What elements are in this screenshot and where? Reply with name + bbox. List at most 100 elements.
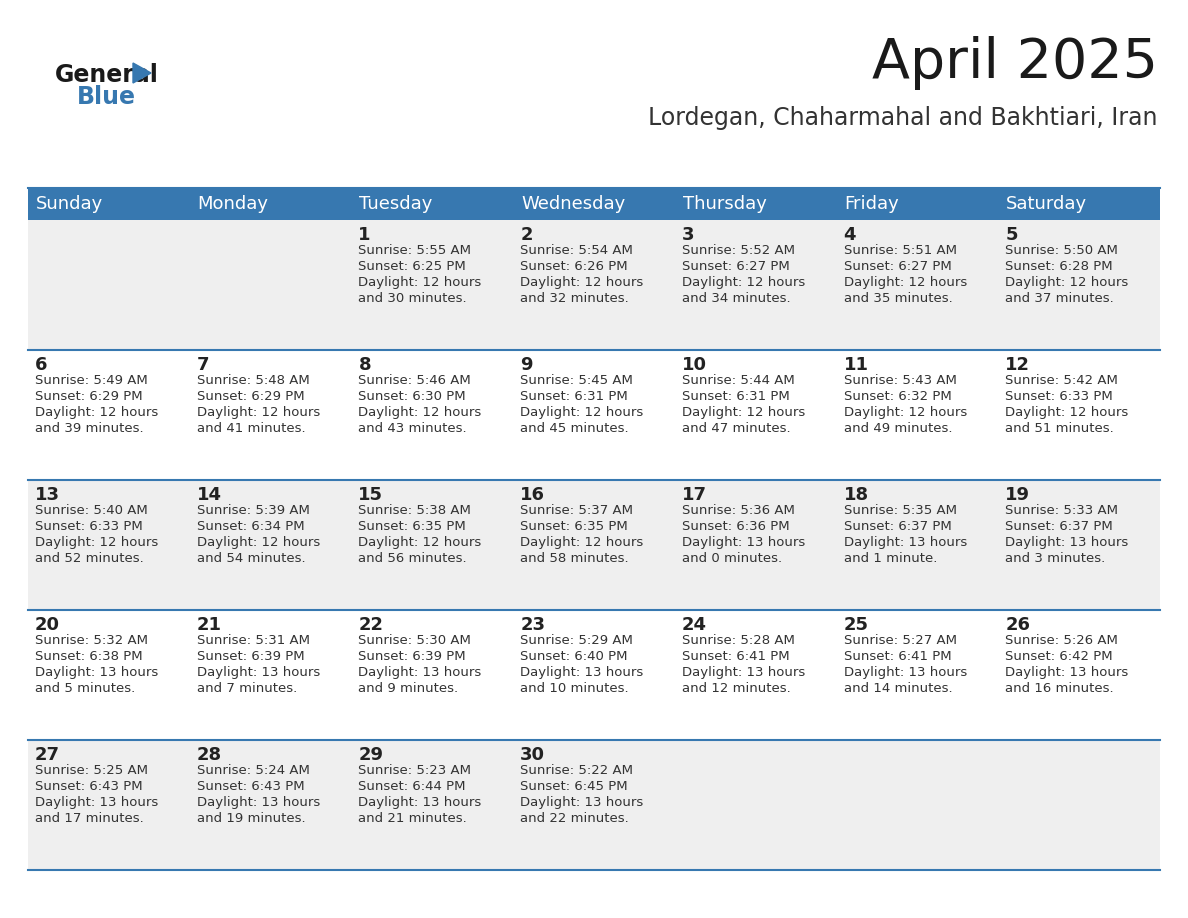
- Bar: [675, 188, 836, 220]
- Bar: [352, 350, 513, 480]
- Text: Sunrise: 5:54 AM: Sunrise: 5:54 AM: [520, 244, 633, 257]
- Text: 29: 29: [359, 746, 384, 764]
- Text: Sunset: 6:42 PM: Sunset: 6:42 PM: [1005, 650, 1113, 663]
- Bar: [29, 220, 190, 350]
- Text: 27: 27: [34, 746, 61, 764]
- Text: April 2025: April 2025: [872, 36, 1158, 90]
- Text: Sunset: 6:29 PM: Sunset: 6:29 PM: [197, 390, 304, 403]
- Text: Sunset: 6:39 PM: Sunset: 6:39 PM: [359, 650, 466, 663]
- Text: Daylight: 12 hours: Daylight: 12 hours: [682, 406, 805, 419]
- Text: and 16 minutes.: and 16 minutes.: [1005, 682, 1114, 695]
- Text: Sunrise: 5:37 AM: Sunrise: 5:37 AM: [520, 504, 633, 517]
- Text: 3: 3: [682, 226, 694, 244]
- Text: and 49 minutes.: and 49 minutes.: [843, 422, 952, 435]
- Text: Sunrise: 5:51 AM: Sunrise: 5:51 AM: [843, 244, 956, 257]
- Text: Sunset: 6:35 PM: Sunset: 6:35 PM: [359, 520, 466, 533]
- Text: Sunset: 6:26 PM: Sunset: 6:26 PM: [520, 260, 627, 273]
- Bar: [998, 740, 1159, 870]
- Text: 20: 20: [34, 616, 61, 634]
- Text: Sunset: 6:31 PM: Sunset: 6:31 PM: [520, 390, 628, 403]
- Text: Sunrise: 5:28 AM: Sunrise: 5:28 AM: [682, 634, 795, 647]
- Text: Sunrise: 5:52 AM: Sunrise: 5:52 AM: [682, 244, 795, 257]
- Text: Sunrise: 5:31 AM: Sunrise: 5:31 AM: [197, 634, 310, 647]
- Text: and 35 minutes.: and 35 minutes.: [843, 292, 953, 305]
- Text: and 10 minutes.: and 10 minutes.: [520, 682, 628, 695]
- Bar: [836, 350, 998, 480]
- Text: 21: 21: [197, 616, 222, 634]
- Text: Sunrise: 5:22 AM: Sunrise: 5:22 AM: [520, 764, 633, 777]
- Text: Daylight: 13 hours: Daylight: 13 hours: [197, 796, 320, 809]
- Text: Daylight: 12 hours: Daylight: 12 hours: [359, 406, 481, 419]
- Text: and 19 minutes.: and 19 minutes.: [197, 812, 305, 825]
- Text: General: General: [55, 63, 159, 87]
- Bar: [675, 350, 836, 480]
- Text: 10: 10: [682, 356, 707, 374]
- Text: Daylight: 13 hours: Daylight: 13 hours: [520, 666, 644, 679]
- Text: Sunrise: 5:30 AM: Sunrise: 5:30 AM: [359, 634, 472, 647]
- Bar: [998, 220, 1159, 350]
- Bar: [513, 220, 675, 350]
- Text: Sunrise: 5:38 AM: Sunrise: 5:38 AM: [359, 504, 472, 517]
- Text: and 9 minutes.: and 9 minutes.: [359, 682, 459, 695]
- Text: 16: 16: [520, 486, 545, 504]
- Text: Saturday: Saturday: [1006, 195, 1087, 213]
- Text: and 41 minutes.: and 41 minutes.: [197, 422, 305, 435]
- Bar: [836, 480, 998, 610]
- Text: Sunrise: 5:27 AM: Sunrise: 5:27 AM: [843, 634, 956, 647]
- Text: 2: 2: [520, 226, 532, 244]
- Bar: [836, 188, 998, 220]
- Bar: [29, 350, 190, 480]
- Polygon shape: [133, 63, 151, 83]
- Text: Sunset: 6:27 PM: Sunset: 6:27 PM: [843, 260, 952, 273]
- Text: and 43 minutes.: and 43 minutes.: [359, 422, 467, 435]
- Text: Daylight: 12 hours: Daylight: 12 hours: [682, 276, 805, 289]
- Text: Daylight: 12 hours: Daylight: 12 hours: [843, 406, 967, 419]
- Text: Sunset: 6:28 PM: Sunset: 6:28 PM: [1005, 260, 1113, 273]
- Bar: [998, 610, 1159, 740]
- Text: 1: 1: [359, 226, 371, 244]
- Text: Daylight: 12 hours: Daylight: 12 hours: [197, 536, 320, 549]
- Text: Sunset: 6:30 PM: Sunset: 6:30 PM: [359, 390, 466, 403]
- Bar: [513, 610, 675, 740]
- Text: 5: 5: [1005, 226, 1018, 244]
- Text: and 7 minutes.: and 7 minutes.: [197, 682, 297, 695]
- Text: Sunrise: 5:25 AM: Sunrise: 5:25 AM: [34, 764, 148, 777]
- Bar: [675, 220, 836, 350]
- Text: 28: 28: [197, 746, 222, 764]
- Text: Sunrise: 5:36 AM: Sunrise: 5:36 AM: [682, 504, 795, 517]
- Text: and 45 minutes.: and 45 minutes.: [520, 422, 628, 435]
- Text: Daylight: 13 hours: Daylight: 13 hours: [843, 536, 967, 549]
- Text: Daylight: 13 hours: Daylight: 13 hours: [682, 536, 805, 549]
- Text: Sunset: 6:25 PM: Sunset: 6:25 PM: [359, 260, 466, 273]
- Text: Sunset: 6:37 PM: Sunset: 6:37 PM: [843, 520, 952, 533]
- Text: Sunday: Sunday: [36, 195, 103, 213]
- Text: Sunset: 6:37 PM: Sunset: 6:37 PM: [1005, 520, 1113, 533]
- Text: Monday: Monday: [197, 195, 268, 213]
- Bar: [998, 350, 1159, 480]
- Bar: [352, 188, 513, 220]
- Text: Thursday: Thursday: [683, 195, 766, 213]
- Text: and 1 minute.: and 1 minute.: [843, 552, 937, 565]
- Text: Sunset: 6:36 PM: Sunset: 6:36 PM: [682, 520, 790, 533]
- Bar: [998, 480, 1159, 610]
- Text: 9: 9: [520, 356, 532, 374]
- Text: Sunrise: 5:42 AM: Sunrise: 5:42 AM: [1005, 374, 1118, 387]
- Bar: [675, 610, 836, 740]
- Text: Sunset: 6:34 PM: Sunset: 6:34 PM: [197, 520, 304, 533]
- Bar: [998, 188, 1159, 220]
- Text: Tuesday: Tuesday: [360, 195, 432, 213]
- Bar: [29, 480, 190, 610]
- Bar: [190, 610, 352, 740]
- Text: 18: 18: [843, 486, 868, 504]
- Text: and 32 minutes.: and 32 minutes.: [520, 292, 628, 305]
- Bar: [352, 220, 513, 350]
- Text: and 21 minutes.: and 21 minutes.: [359, 812, 467, 825]
- Text: 19: 19: [1005, 486, 1030, 504]
- Bar: [675, 740, 836, 870]
- Text: Sunset: 6:27 PM: Sunset: 6:27 PM: [682, 260, 790, 273]
- Text: and 3 minutes.: and 3 minutes.: [1005, 552, 1106, 565]
- Bar: [352, 740, 513, 870]
- Text: Daylight: 13 hours: Daylight: 13 hours: [359, 796, 481, 809]
- Text: Daylight: 12 hours: Daylight: 12 hours: [359, 536, 481, 549]
- Bar: [352, 480, 513, 610]
